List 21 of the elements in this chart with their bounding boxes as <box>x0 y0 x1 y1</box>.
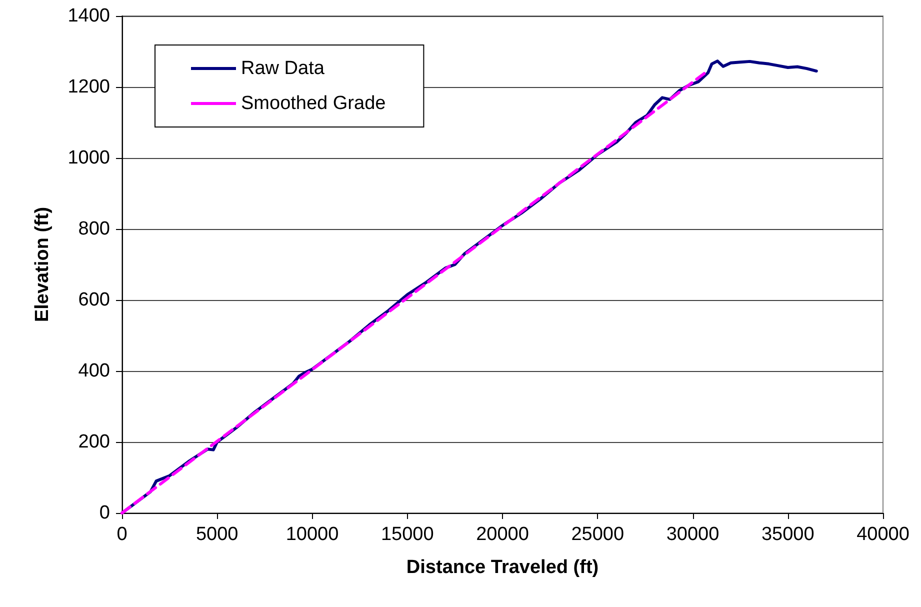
y-axis-title: Elevation (ft) <box>32 206 53 322</box>
legend-label: Smoothed Grade <box>241 93 386 114</box>
x-axis-title: Distance Traveled (ft) <box>406 557 599 578</box>
x-tick-label: 20000 <box>476 524 529 545</box>
y-tick-label: 1000 <box>68 148 110 168</box>
y-tick-label: 1400 <box>68 6 110 26</box>
legend-label: Raw Data <box>241 58 325 79</box>
y-tick-label: 800 <box>78 218 110 240</box>
y-tick-label: 400 <box>78 360 110 382</box>
x-tick-label: 5000 <box>196 524 238 545</box>
x-tick-label: 35000 <box>761 524 814 545</box>
x-tick-label: 10000 <box>286 524 339 545</box>
x-tick-label: 15000 <box>380 524 434 545</box>
x-tick-label: 0 <box>116 524 128 545</box>
y-tick-label: 1200 <box>68 76 110 98</box>
y-tick-label: 200 <box>78 432 110 452</box>
y-tick-label: 600 <box>78 290 110 310</box>
x-tick-label: 30000 <box>666 524 720 545</box>
x-tick-label: 40000 <box>856 524 910 545</box>
x-tick-label: 25000 <box>571 524 624 545</box>
y-tick-label: 0 <box>99 502 110 524</box>
